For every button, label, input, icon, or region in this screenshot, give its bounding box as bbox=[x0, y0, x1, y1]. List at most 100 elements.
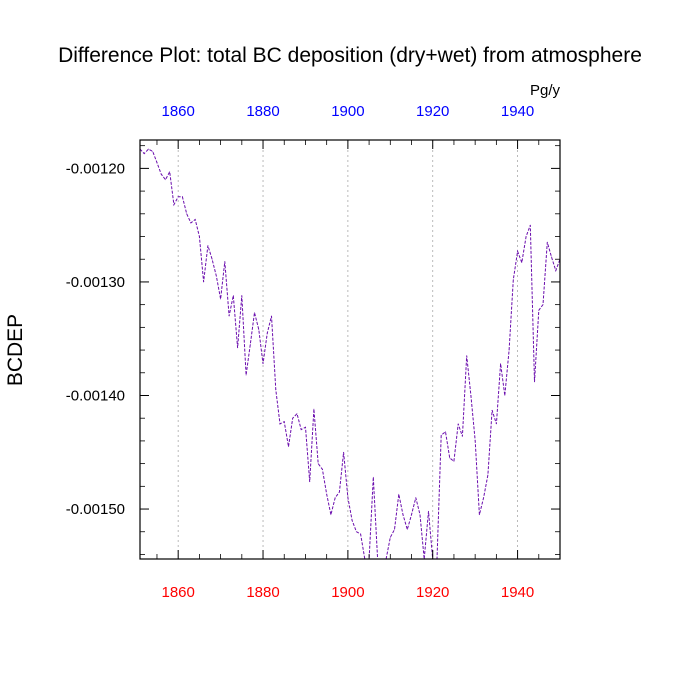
data-point bbox=[224, 261, 226, 262]
x-tick-label-bottom: 1860 bbox=[161, 584, 194, 601]
data-point bbox=[411, 514, 412, 516]
data-point bbox=[254, 312, 255, 313]
data-point bbox=[478, 514, 480, 516]
data-point bbox=[207, 245, 209, 247]
data-point bbox=[504, 395, 506, 396]
data-point bbox=[394, 529, 395, 530]
data-point bbox=[160, 173, 162, 175]
data-point bbox=[445, 431, 446, 433]
data-point bbox=[406, 529, 408, 530]
data-point bbox=[495, 423, 497, 425]
data-point bbox=[428, 510, 429, 512]
data-point bbox=[347, 497, 349, 499]
data-point bbox=[148, 148, 149, 150]
data-point bbox=[241, 295, 243, 296]
data-point bbox=[462, 435, 463, 437]
series-layer bbox=[139, 148, 561, 560]
data-point bbox=[182, 196, 183, 198]
data-point bbox=[220, 298, 222, 300]
data-point bbox=[292, 417, 294, 419]
data-point bbox=[245, 374, 247, 376]
data-point bbox=[402, 514, 404, 516]
data-point bbox=[296, 413, 298, 415]
data-point bbox=[305, 426, 306, 428]
tick-marks bbox=[140, 140, 561, 559]
data-point bbox=[309, 481, 311, 483]
x-tick-label-bottom: 1920 bbox=[416, 584, 449, 601]
data-point bbox=[474, 440, 476, 442]
data-point bbox=[517, 250, 518, 252]
data-point bbox=[203, 281, 205, 283]
data-point bbox=[351, 519, 353, 521]
data-point bbox=[313, 408, 315, 410]
series-line-0 bbox=[139, 148, 561, 560]
y-tick-label: -0.00140 bbox=[66, 387, 125, 404]
x-tick-label-bottom: 1900 bbox=[331, 584, 364, 601]
data-point bbox=[300, 429, 302, 430]
data-point bbox=[508, 349, 510, 351]
data-point bbox=[529, 224, 531, 226]
data-point bbox=[343, 451, 345, 453]
data-point bbox=[330, 514, 332, 516]
data-point bbox=[487, 474, 489, 476]
data-point bbox=[334, 497, 336, 499]
data-point bbox=[355, 531, 357, 533]
data-point bbox=[521, 262, 523, 264]
data-point bbox=[534, 381, 535, 383]
x-tick-label-bottom: 1880 bbox=[246, 584, 279, 601]
data-point bbox=[211, 258, 213, 260]
data-point bbox=[419, 514, 421, 516]
data-point bbox=[169, 171, 171, 173]
data-point bbox=[360, 533, 362, 535]
data-point bbox=[156, 162, 158, 164]
data-point bbox=[266, 332, 268, 334]
data-point bbox=[232, 295, 234, 296]
data-point bbox=[542, 304, 544, 306]
data-point bbox=[483, 497, 485, 499]
data-point bbox=[317, 463, 319, 465]
y-axis-label: BCDEP bbox=[4, 314, 27, 386]
unit-label: Pg/y bbox=[530, 82, 561, 99]
data-point bbox=[398, 493, 400, 495]
data-point bbox=[491, 409, 493, 411]
data-point bbox=[237, 347, 238, 349]
data-point bbox=[249, 343, 251, 345]
data-point bbox=[555, 270, 557, 271]
data-point bbox=[215, 275, 217, 277]
data-point bbox=[449, 457, 451, 459]
data-point bbox=[525, 236, 527, 237]
x-tick-label-top: 1860 bbox=[161, 103, 194, 120]
data-point bbox=[322, 468, 323, 470]
data-point bbox=[275, 389, 277, 391]
data-point bbox=[326, 493, 328, 495]
x-tick-label-bottom: 1940 bbox=[501, 584, 534, 601]
x-tick-label-top: 1900 bbox=[331, 103, 364, 120]
data-point bbox=[279, 423, 281, 425]
y-tick-label: -0.00120 bbox=[66, 160, 125, 177]
data-point bbox=[389, 537, 391, 538]
data-point bbox=[453, 460, 455, 462]
y-tick-label: -0.00130 bbox=[66, 274, 125, 291]
y-tick-label: -0.00150 bbox=[66, 501, 125, 518]
data-point bbox=[198, 236, 200, 237]
data-point bbox=[152, 150, 154, 152]
x-tick-label-top: 1880 bbox=[246, 103, 279, 120]
data-point bbox=[372, 476, 374, 478]
data-point bbox=[173, 204, 175, 206]
data-point bbox=[440, 434, 442, 436]
data-point bbox=[258, 329, 260, 331]
data-point bbox=[271, 315, 272, 317]
data-point bbox=[415, 497, 417, 499]
grid-lines bbox=[177, 140, 518, 559]
x-tick-label-top: 1940 bbox=[501, 103, 534, 120]
data-point bbox=[228, 315, 230, 317]
chart-title: Difference Plot: total BC deposition (dr… bbox=[58, 44, 642, 67]
data-point bbox=[288, 446, 289, 447]
data-point bbox=[551, 256, 552, 258]
data-point bbox=[165, 179, 166, 181]
data-point bbox=[177, 196, 179, 198]
data-point bbox=[546, 241, 548, 243]
plot-frame bbox=[139, 139, 561, 560]
data-point bbox=[338, 491, 340, 493]
data-point bbox=[457, 423, 459, 425]
